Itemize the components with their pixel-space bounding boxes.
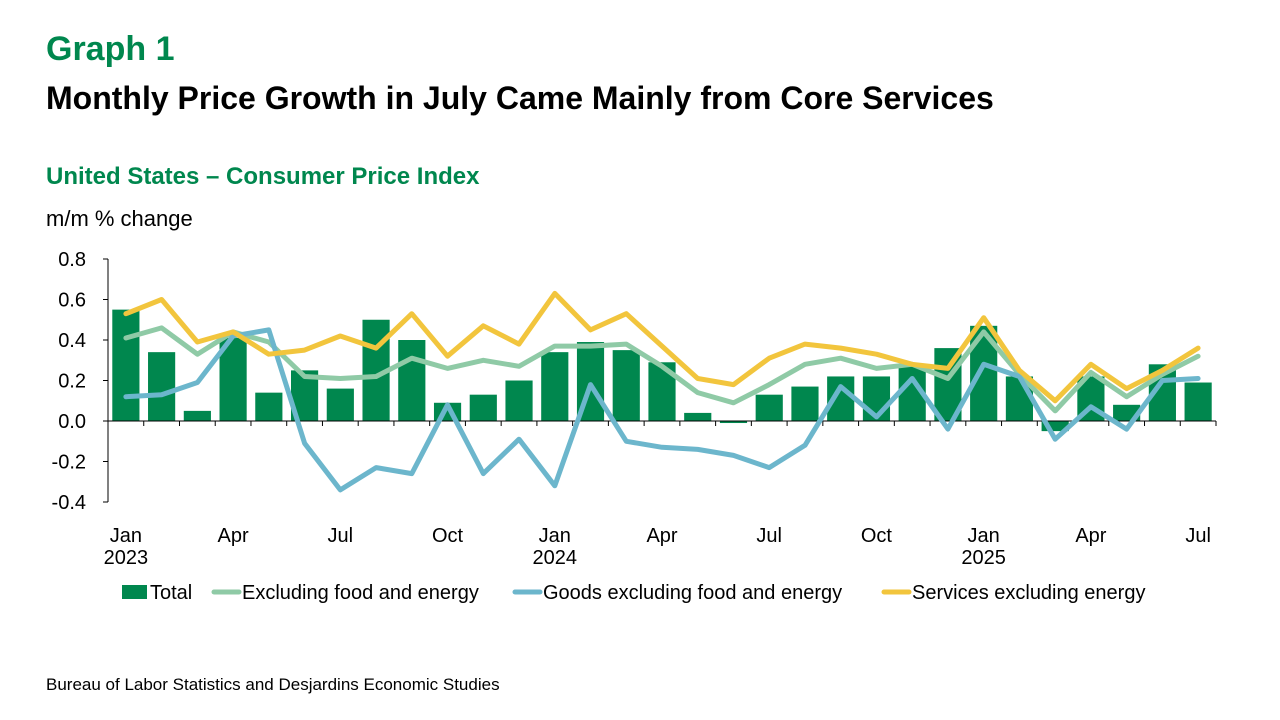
chart-title: United States – Consumer Price Index [46, 163, 480, 190]
bar-series-total [112, 309, 1212, 432]
x-tick-label: Apr [1075, 525, 1106, 547]
legend-item: Excluding food and energy [211, 582, 479, 604]
legend-swatch [122, 585, 147, 599]
x-tick-label: Jan [539, 525, 571, 547]
bar [1041, 421, 1069, 432]
y-tick-label: 0.2 [58, 371, 86, 393]
bar [148, 352, 176, 421]
bar [719, 421, 748, 424]
x-tick-label: Oct [432, 525, 464, 547]
source-note: Bureau of Labor Statistics and Desjardin… [46, 675, 500, 694]
x-tick-label: Apr [218, 525, 249, 547]
bar [326, 388, 354, 421]
x-tick-label: Jul [756, 525, 782, 547]
x-tick-label: Apr [646, 525, 677, 547]
y-tick-label: 0.0 [58, 411, 86, 433]
x-tick-label: Oct [861, 525, 893, 547]
x-tick-label: 2023 [104, 547, 149, 569]
bar [1184, 382, 1212, 421]
bar [755, 394, 783, 421]
bar [791, 386, 819, 421]
graph-label: Graph 1 [46, 30, 175, 68]
bar [541, 352, 569, 421]
legend-label: Excluding food and energy [242, 582, 479, 604]
legend-label: Goods excluding food and energy [543, 582, 842, 604]
bar [684, 412, 712, 421]
y-tick-label: 0.4 [58, 330, 86, 352]
bar [469, 394, 497, 421]
line-series-goods-excluding-food-and-energy [123, 327, 1201, 493]
bar [112, 309, 140, 421]
y-tick-label: -0.2 [52, 452, 86, 474]
bar [612, 350, 640, 421]
bar [255, 392, 283, 421]
y-tick-label: -0.4 [52, 492, 86, 514]
y-tick-label: 0.6 [58, 290, 86, 312]
legend-item: Goods excluding food and energy [512, 582, 842, 604]
x-tick-label: Jul [328, 525, 354, 547]
x-tick-label: Jan [968, 525, 1000, 547]
bar [398, 340, 426, 421]
x-tick-label: Jan [110, 525, 142, 547]
x-tick-label: 2025 [961, 547, 1006, 569]
legend-item: Services excluding energy [881, 582, 1145, 604]
bar [505, 380, 533, 421]
line-series-services-excluding-energy [123, 290, 1201, 404]
legend-label: Services excluding energy [912, 582, 1145, 604]
page-title: Monthly Price Growth in July Came Mainly… [46, 80, 994, 116]
y-tick-label: 0.8 [58, 249, 86, 271]
legend-label: Total [150, 582, 192, 604]
x-tick-label: 2024 [533, 547, 578, 569]
bar [183, 410, 211, 421]
y-axis-label: m/m % change [46, 206, 193, 231]
x-tick-label: Jul [1185, 525, 1211, 547]
legend-item: Total [122, 582, 192, 604]
